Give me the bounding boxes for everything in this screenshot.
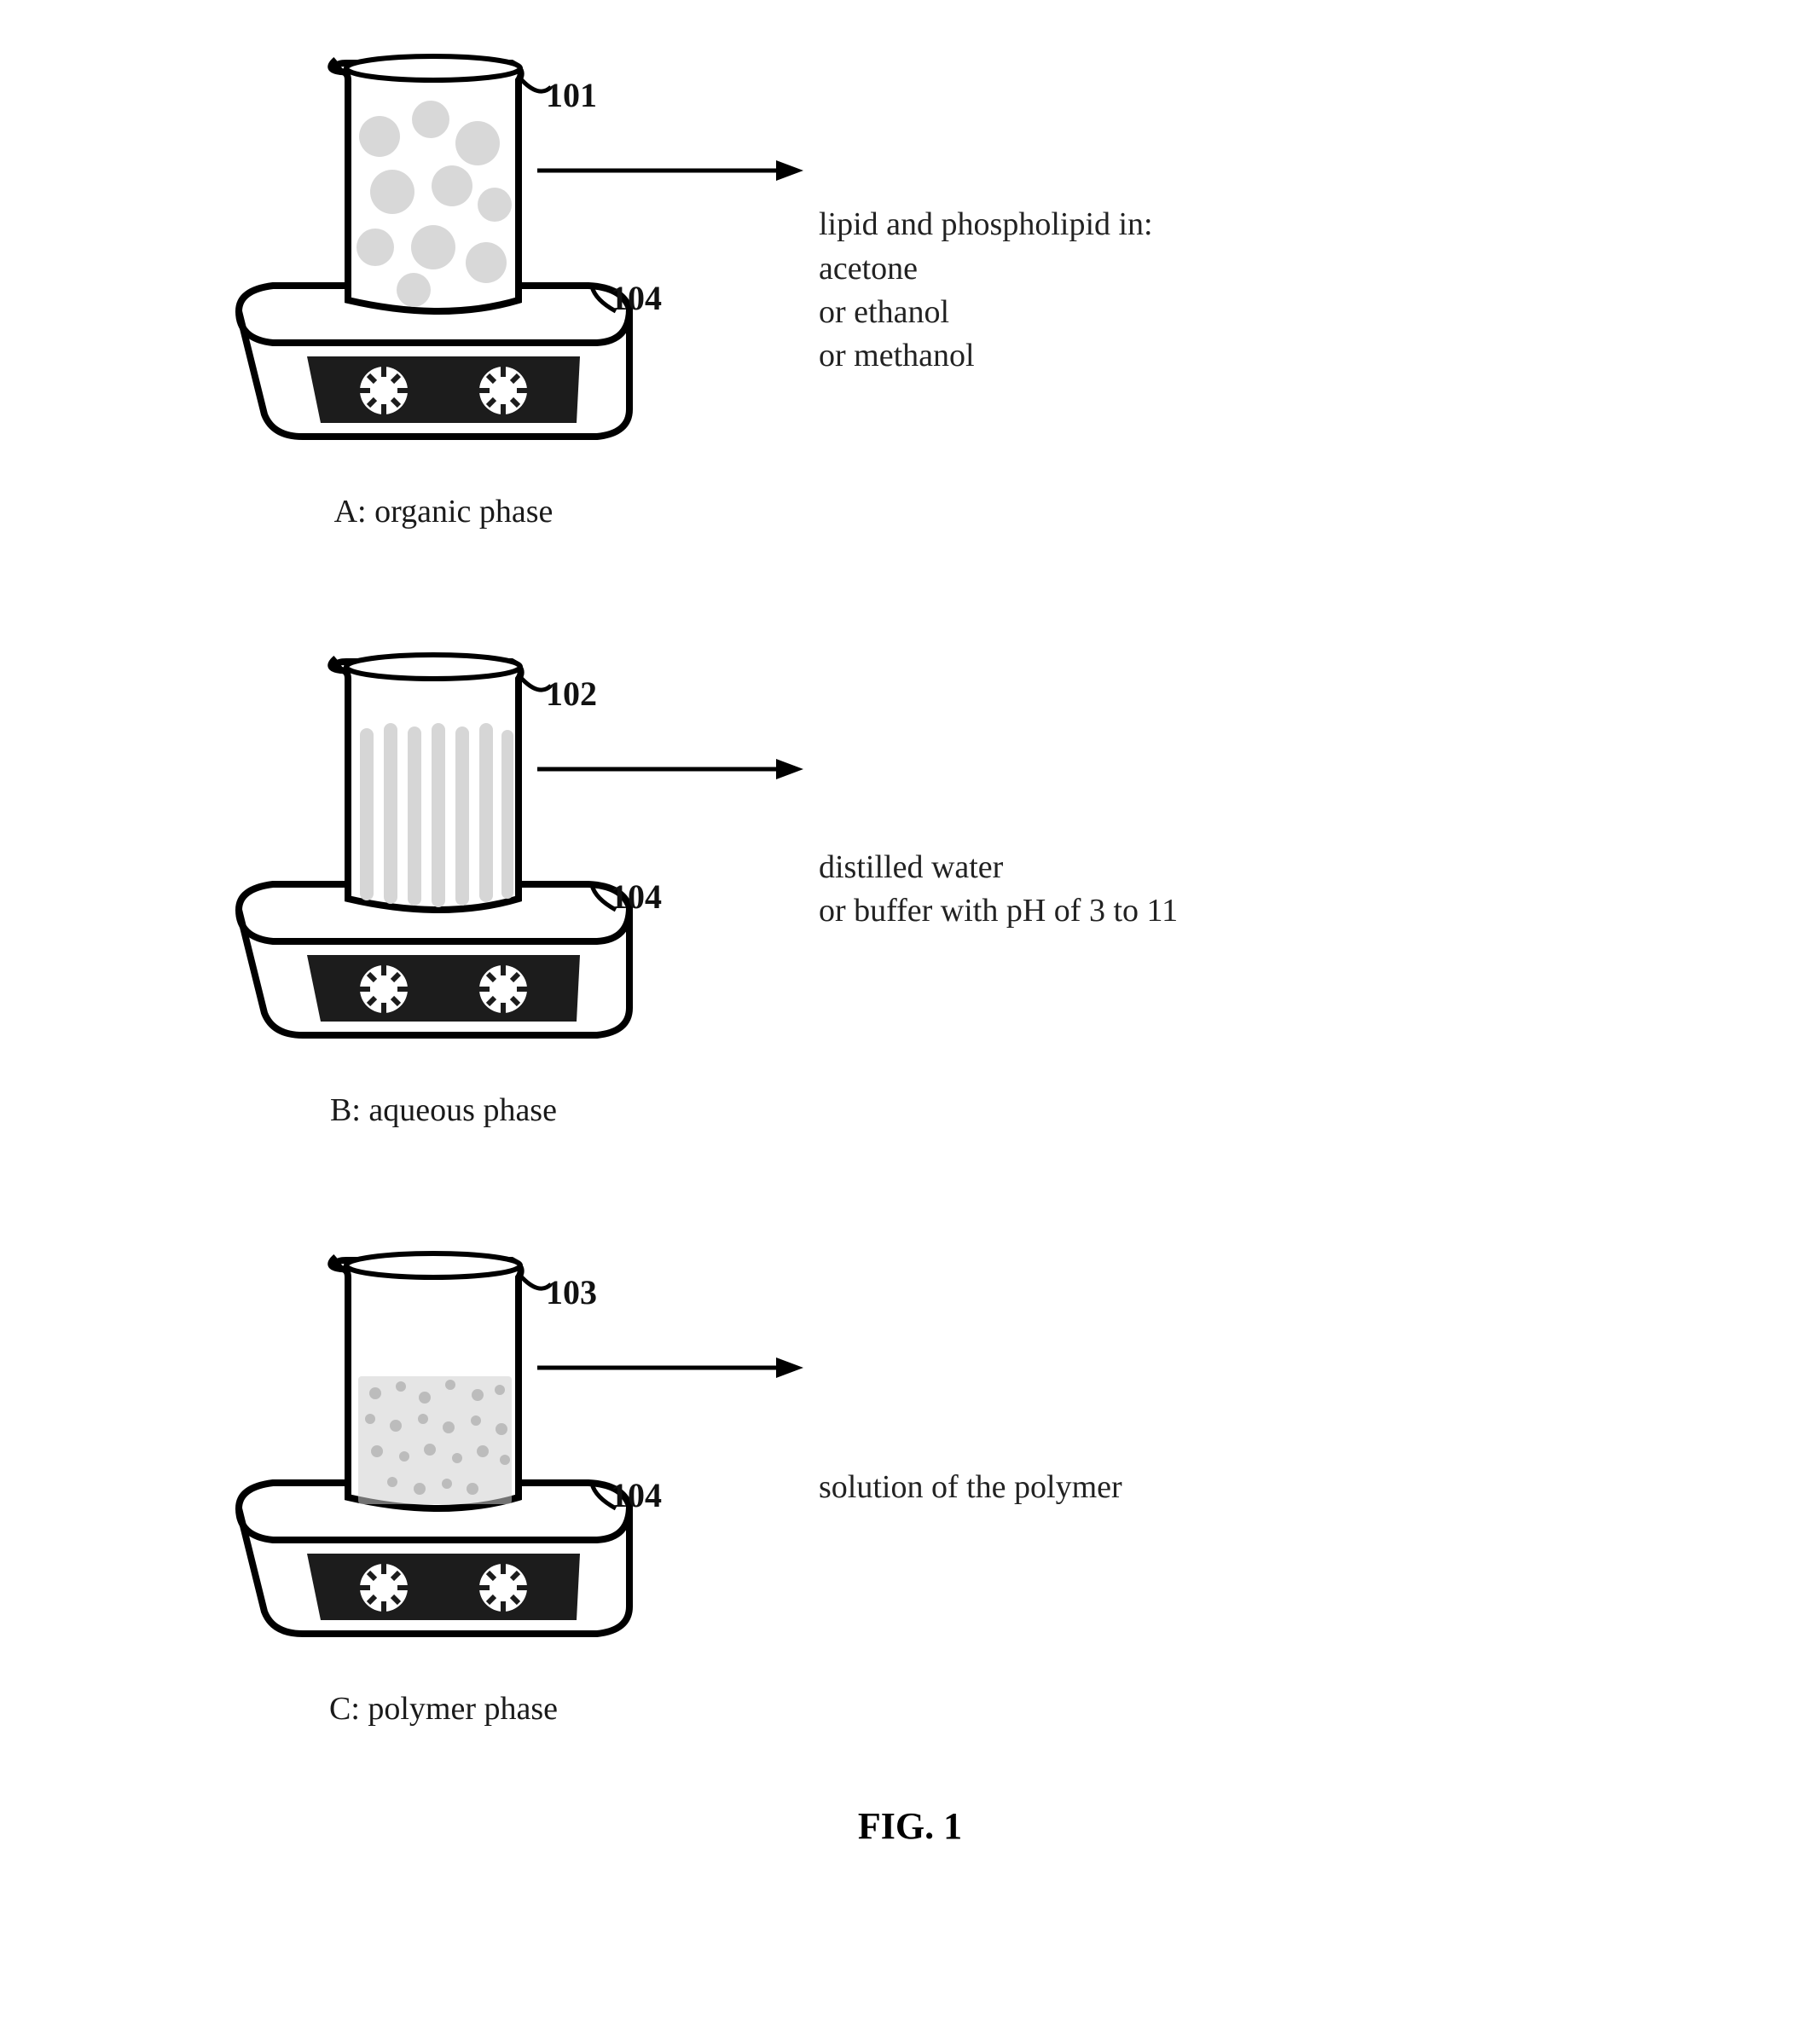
beaker-icon	[331, 655, 520, 910]
arrow-icon	[537, 145, 810, 196]
panel-description: lipid and phospholipid in: acetone or et…	[819, 203, 1153, 378]
panel-description: distilled water or buffer with pH of 3 t…	[819, 846, 1178, 934]
beaker-icon	[331, 1253, 520, 1508]
panel-caption: C: polymer phase	[329, 1690, 558, 1728]
panel-caption: B: aqueous phase	[330, 1091, 557, 1129]
dial-icon	[360, 1564, 408, 1612]
reference-label-plate: 104	[611, 1475, 662, 1515]
reference-label-beaker: 103	[546, 1272, 597, 1312]
arrow-icon	[537, 1342, 810, 1393]
panel-caption: A: organic phase	[334, 493, 554, 530]
reference-label-beaker: 101	[546, 75, 597, 115]
beaker-hotplate-svg	[222, 51, 665, 478]
apparatus-c: 103 104 C: polymer phase	[222, 1248, 665, 1728]
reference-label-plate: 104	[611, 877, 662, 917]
dial-icon	[360, 367, 408, 414]
dial-icon	[479, 1564, 527, 1612]
panel-c: 103 104 C: polymer phase solution of the…	[222, 1248, 1122, 1728]
dial-icon	[479, 367, 527, 414]
beaker-hotplate-svg	[222, 1248, 665, 1675]
panel-description: solution of the polymer	[819, 1466, 1122, 1509]
beaker-hotplate-svg	[222, 650, 665, 1076]
panel-b: 102 104 B: aqueous phase distilled water…	[222, 650, 1178, 1129]
apparatus-b: 102 104 B: aqueous phase	[222, 650, 665, 1129]
panel-a: 101 104 A: organic phase lipid and phosp…	[222, 51, 1153, 530]
apparatus-a: 101 104 A: organic phase	[222, 51, 665, 530]
beaker-icon	[331, 56, 520, 311]
dial-icon	[360, 965, 408, 1013]
reference-label-plate: 104	[611, 278, 662, 318]
figure-title: FIG. 1	[34, 1804, 1786, 1848]
figure: 101 104 A: organic phase lipid and phosp…	[222, 51, 1786, 1728]
dial-icon	[479, 965, 527, 1013]
arrow-icon	[537, 744, 810, 795]
reference-label-beaker: 102	[546, 674, 597, 714]
